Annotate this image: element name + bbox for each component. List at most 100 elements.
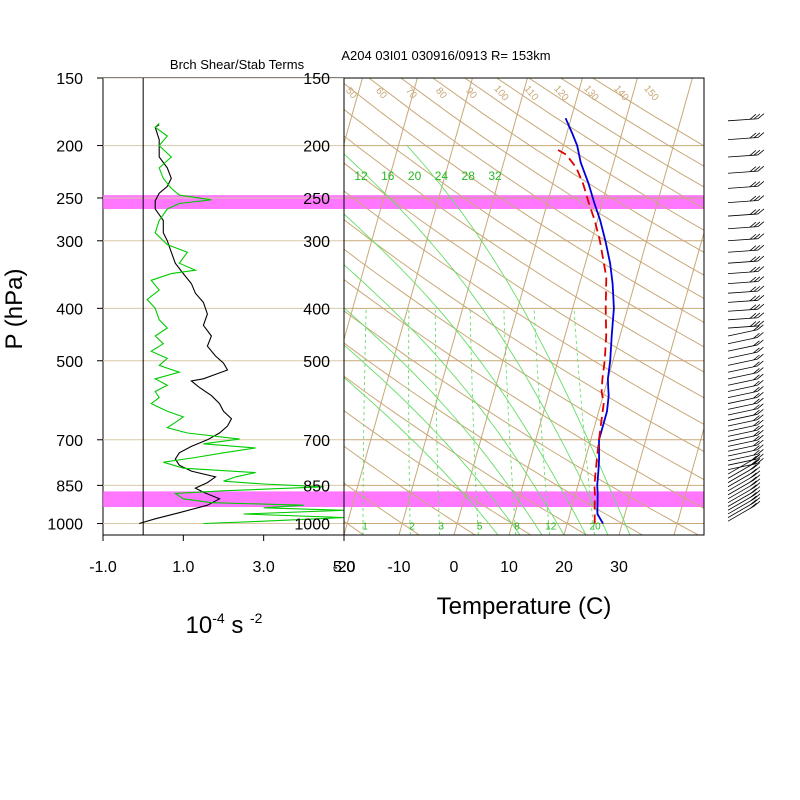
wind-barb-flag <box>753 486 761 492</box>
wind-barb-flag <box>753 398 760 405</box>
wind-barb-shaft <box>727 483 755 500</box>
wind-barb-flag <box>750 502 757 509</box>
wind-barb-flag <box>757 444 764 451</box>
wind-barb-shaft <box>727 260 758 264</box>
wind-barb-shaft <box>727 137 758 141</box>
wind-barb-flag <box>757 392 764 398</box>
wind-barb-shaft <box>727 325 758 329</box>
wind-barb-flag <box>753 312 761 319</box>
theta-label: 70 <box>403 86 419 102</box>
wind-barb-flag <box>750 495 757 502</box>
wind-barb-shaft <box>727 213 758 217</box>
wind-barb-shaft <box>727 384 758 392</box>
dry-adiabat <box>344 162 704 399</box>
wind-barb-shaft <box>727 226 758 230</box>
wind-barb <box>727 266 765 275</box>
wind-barb <box>727 482 761 504</box>
wind-barb-shaft <box>727 479 755 496</box>
highlight-band-left <box>103 195 344 209</box>
isotherm <box>508 78 638 535</box>
brunt-shear-panel: 150 200 250 300 400 500 700 850 1000 -1.0 1.0 3.0 5… <box>1 57 355 639</box>
left-x-tick-labels: -1.0 1.0 3.0 5.0 <box>89 535 355 576</box>
wind-barb <box>727 386 764 399</box>
theta-label: 110 <box>522 84 541 104</box>
wind-barb <box>727 165 765 174</box>
y-tick-label: 400 <box>303 301 330 318</box>
theta-label: 130 <box>581 83 600 103</box>
wind-barb-flag <box>753 325 760 331</box>
mixing-ratio-label: 20 <box>590 522 602 533</box>
left-pressure-gridlines <box>103 78 344 535</box>
wind-barb-shaft <box>727 390 758 399</box>
wind-barb-flag <box>753 458 761 464</box>
wind-barb <box>727 276 765 285</box>
wind-barb <box>727 208 765 217</box>
wind-barb-shaft <box>727 475 755 492</box>
isotherm <box>618 230 704 535</box>
wind-barb-flag <box>753 181 761 187</box>
moist-adiabat <box>344 264 565 535</box>
moist-adiabat <box>344 344 521 535</box>
wind-barb-flag <box>753 435 760 442</box>
moist-adiabat <box>344 153 609 535</box>
wind-barb-flag <box>757 414 764 421</box>
wind-barb <box>727 346 764 359</box>
wind-barb-shaft <box>727 317 758 321</box>
isotherm <box>729 78 800 535</box>
wind-barb <box>727 478 761 500</box>
wind-barb-flag <box>757 312 765 319</box>
profile-line <box>139 124 233 525</box>
wind-barb-flag <box>750 476 757 483</box>
wind-barb-flag <box>749 321 757 327</box>
y-tick-label: 1000 <box>47 517 83 534</box>
highlight-band-right <box>344 491 704 508</box>
y-tick-label: 400 <box>56 301 83 318</box>
wind-barb-flag <box>757 397 764 404</box>
wind-barb-shaft <box>727 290 758 294</box>
x-tick-label: 5.0 <box>333 559 355 576</box>
wind-barb-flag <box>757 285 765 292</box>
wind-barb-flag <box>753 266 761 273</box>
wind-barb-flag <box>750 472 757 479</box>
wind-barb-flag <box>750 488 757 494</box>
wind-barb-shaft <box>727 413 758 421</box>
isotherm <box>344 78 418 342</box>
wind-barb-flag <box>749 150 757 156</box>
wind-barb-flag <box>749 286 757 292</box>
wind-barb-shaft <box>727 396 758 404</box>
wind-barb-flag <box>757 419 764 426</box>
wind-barb <box>727 221 765 230</box>
wind-barb-flag <box>757 244 765 251</box>
wind-barb-flag <box>749 295 757 302</box>
wind-barb <box>727 373 764 386</box>
wind-barb <box>727 392 764 404</box>
wind-barb-flag <box>757 379 764 386</box>
wind-barb-flag <box>757 332 764 338</box>
mixing-ratio-line <box>503 308 517 535</box>
wind-barb <box>727 360 764 373</box>
wind-barb-flag <box>757 449 764 455</box>
mixing-ratio-line <box>434 308 440 535</box>
wind-barb-shaft <box>727 337 758 345</box>
wind-barb-flag <box>757 180 765 187</box>
wind-barb-shaft <box>727 463 755 479</box>
y-tick-label: 700 <box>56 433 83 450</box>
wind-barb-flag <box>757 386 764 392</box>
moist-adiabat <box>344 307 543 535</box>
right-x-tick-labels: -20 -10 0 10 20 30 <box>332 559 628 576</box>
wind-barb-shaft <box>727 491 755 507</box>
mixing-ratio-line <box>408 308 411 535</box>
mixing-ratio-line <box>573 308 595 535</box>
isotherm <box>344 78 363 146</box>
y-tick-label: 1000 <box>294 517 330 534</box>
wind-barb-flag <box>753 340 760 347</box>
wind-barb-flag <box>749 256 757 262</box>
wind-barb-flag <box>757 439 764 446</box>
wind-barb-flag <box>753 470 761 477</box>
wind-barb-flag <box>753 233 761 240</box>
wind-barb-flag <box>749 113 757 120</box>
x-tick-label: -20 <box>332 559 355 576</box>
wind-barb-flag <box>753 256 761 262</box>
wind-barb-flag <box>753 497 761 503</box>
wind-barb <box>727 474 761 496</box>
